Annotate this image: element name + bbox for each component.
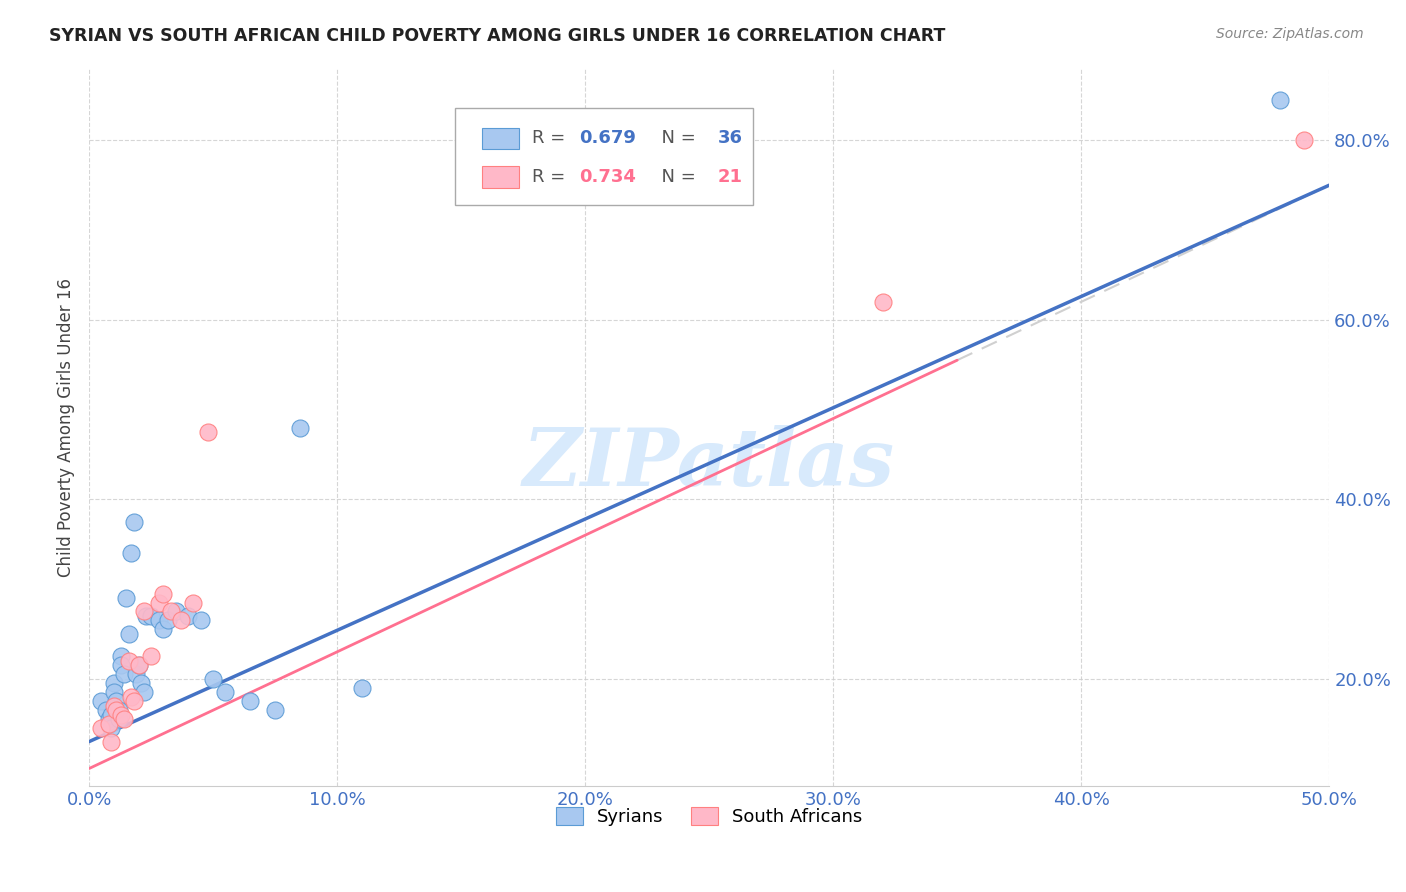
Point	[264, 703, 287, 717]
Point	[90, 721, 112, 735]
Text: SYRIAN VS SOUTH AFRICAN CHILD POVERTY AMONG GIRLS UNDER 16 CORRELATION CHART: SYRIAN VS SOUTH AFRICAN CHILD POVERTY AM…	[49, 27, 946, 45]
FancyBboxPatch shape	[482, 128, 519, 149]
Point	[105, 694, 128, 708]
Point	[125, 667, 148, 681]
Point	[132, 685, 155, 699]
Point	[110, 707, 132, 722]
Text: 36: 36	[718, 129, 742, 147]
Point	[112, 667, 135, 681]
Point	[108, 703, 131, 717]
Point	[108, 712, 131, 726]
Text: 21: 21	[718, 168, 742, 186]
Point	[239, 694, 262, 708]
Point	[90, 694, 112, 708]
Point	[148, 614, 170, 628]
Y-axis label: Child Poverty Among Girls Under 16: Child Poverty Among Girls Under 16	[58, 278, 75, 577]
Point	[132, 605, 155, 619]
Point	[97, 716, 120, 731]
Point	[100, 734, 122, 748]
Point	[214, 685, 236, 699]
Text: N =: N =	[650, 129, 702, 147]
Point	[197, 425, 219, 439]
Point	[122, 694, 145, 708]
Text: Source: ZipAtlas.com: Source: ZipAtlas.com	[1216, 27, 1364, 41]
Point	[110, 649, 132, 664]
Point	[110, 658, 132, 673]
Point	[350, 681, 373, 695]
Point	[100, 707, 122, 722]
Point	[128, 658, 150, 673]
Text: ZIPatlas: ZIPatlas	[523, 425, 896, 502]
Legend: Syrians, South Africans: Syrians, South Africans	[547, 797, 872, 835]
Point	[118, 654, 141, 668]
Point	[139, 609, 162, 624]
Point	[1268, 93, 1291, 107]
Point	[115, 591, 138, 605]
Point	[128, 658, 150, 673]
Point	[157, 614, 180, 628]
Text: R =: R =	[531, 168, 571, 186]
Text: R =: R =	[531, 129, 571, 147]
Point	[135, 609, 157, 624]
Point	[100, 721, 122, 735]
Point	[139, 649, 162, 664]
Point	[103, 698, 125, 713]
Point	[202, 672, 225, 686]
Point	[190, 614, 212, 628]
Text: 0.679: 0.679	[579, 129, 636, 147]
Point	[103, 676, 125, 690]
Point	[170, 614, 193, 628]
Point	[181, 595, 204, 609]
Point	[152, 586, 174, 600]
Point	[112, 712, 135, 726]
Point	[129, 676, 152, 690]
Point	[148, 595, 170, 609]
Point	[177, 609, 200, 624]
Point	[872, 294, 894, 309]
Point	[1294, 133, 1316, 147]
Point	[288, 420, 311, 434]
Point	[152, 623, 174, 637]
Point	[118, 627, 141, 641]
FancyBboxPatch shape	[482, 166, 519, 188]
Text: N =: N =	[650, 168, 702, 186]
Point	[96, 703, 118, 717]
Point	[103, 685, 125, 699]
Point	[120, 546, 142, 560]
Point	[165, 605, 187, 619]
FancyBboxPatch shape	[456, 108, 752, 205]
Point	[120, 690, 142, 704]
Point	[122, 515, 145, 529]
Point	[97, 712, 120, 726]
Point	[160, 605, 183, 619]
Point	[105, 703, 128, 717]
Text: 0.734: 0.734	[579, 168, 636, 186]
